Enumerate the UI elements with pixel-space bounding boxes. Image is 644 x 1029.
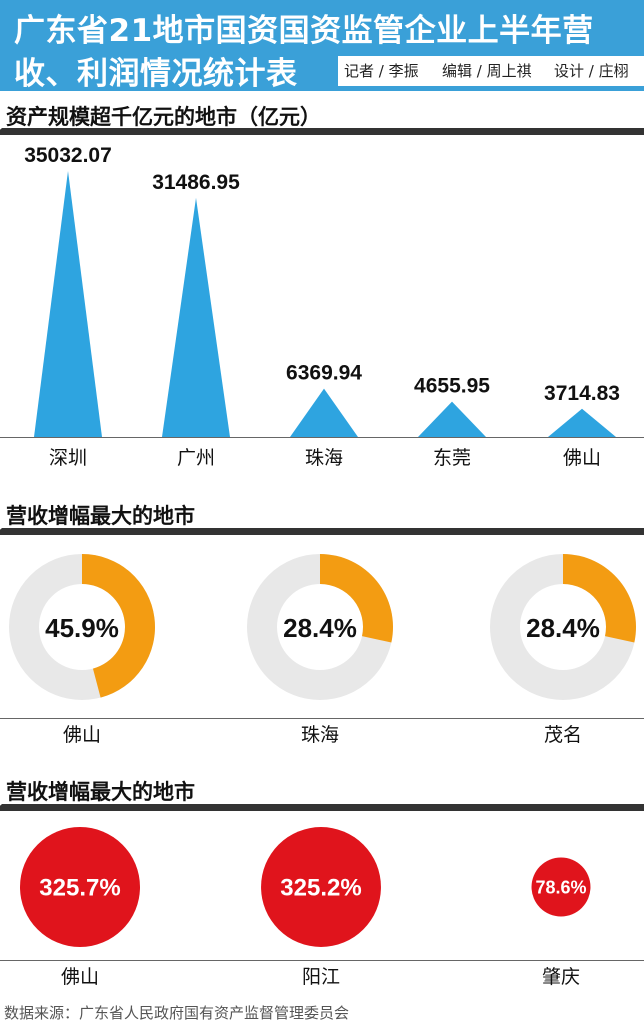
page-title-line1: 广东省21地市国资国资监管企业上半年营 — [14, 13, 594, 49]
bar-category-label: 佛山 — [563, 447, 601, 469]
bubble — [20, 827, 140, 947]
credit-design: 设计 / 庄栩 — [554, 62, 629, 80]
bar-category-label: 珠海 — [305, 447, 343, 469]
credit-editor: 编辑 / 周上祺 — [442, 62, 532, 80]
bar-value-label: 31486.95 — [152, 171, 240, 194]
revenue-donut-chart: 45.9% 佛山 28.4% 珠海 28.4% 茂名 — [0, 554, 644, 746]
credit-reporter: 记者 / 李振 — [344, 62, 419, 80]
donut-category-label: 珠海 — [301, 724, 339, 746]
donut-value-label: 45.9% — [45, 613, 119, 643]
section-title-revenue-growth: 营收增幅最大的地市 — [6, 504, 195, 528]
bar-triangle — [162, 197, 230, 437]
bar-triangle — [34, 171, 102, 437]
donut-slice — [320, 554, 393, 643]
bubble — [531, 857, 591, 917]
section-title-revenue-growth-2: 营收增幅最大的地市 — [6, 780, 195, 804]
bubble-value-label: 325.7% — [39, 875, 120, 902]
donut-value-label: 28.4% — [526, 613, 600, 643]
donut-category-label: 茂名 — [544, 724, 582, 746]
bar-triangle — [418, 401, 486, 437]
bar-category-label: 东莞 — [433, 447, 471, 469]
bar-value-label: 35032.07 — [24, 144, 112, 167]
credits-box: 记者 / 李振 编辑 / 周上祺 设计 / 庄栩 — [338, 56, 644, 86]
bar-value-label: 3714.83 — [544, 382, 620, 405]
bar-triangle — [290, 388, 358, 437]
section-divider — [0, 804, 644, 811]
donut-slice — [82, 554, 155, 698]
bubble-category-label: 佛山 — [61, 966, 99, 988]
bubble-value-label: 78.6% — [535, 877, 586, 897]
donut-category-label: 佛山 — [63, 724, 101, 746]
section-divider — [0, 528, 644, 535]
bar-value-label: 6369.94 — [286, 362, 362, 385]
bar-value-label: 4655.95 — [414, 375, 490, 398]
asset-bar-chart: 35032.07 深圳 31486.95 广州 6369.94 珠海 4655.95 东莞 37… — [0, 144, 644, 469]
bubble-value-label: 325.2% — [280, 875, 361, 902]
section-divider — [0, 128, 644, 135]
bubble-category-label: 肇庆 — [542, 966, 580, 988]
revenue-bubble-chart: 325.7% 佛山 325.2% 阳江 78.6% 肇庆 — [0, 827, 644, 988]
bar-category-label: 广州 — [177, 447, 215, 469]
bar-category-label: 深圳 — [49, 447, 87, 469]
donut-value-label: 28.4% — [283, 613, 357, 643]
bubble-category-label: 阳江 — [302, 966, 340, 988]
page-title-line2: 收、利润情况统计表 — [14, 56, 298, 92]
section-title-assets: 资产规模超千亿元的地市（亿元） — [6, 105, 321, 129]
donut-slice — [563, 554, 636, 643]
bar-triangle — [548, 408, 616, 437]
header-banner: 广东省21地市国资国资监管企业上半年营 收、利润情况统计表 记者 / 李振 编辑… — [0, 0, 644, 92]
bubble — [261, 827, 381, 947]
data-source: 数据来源：广东省人民政府国有资产监督管理委员会 — [4, 1004, 350, 1022]
